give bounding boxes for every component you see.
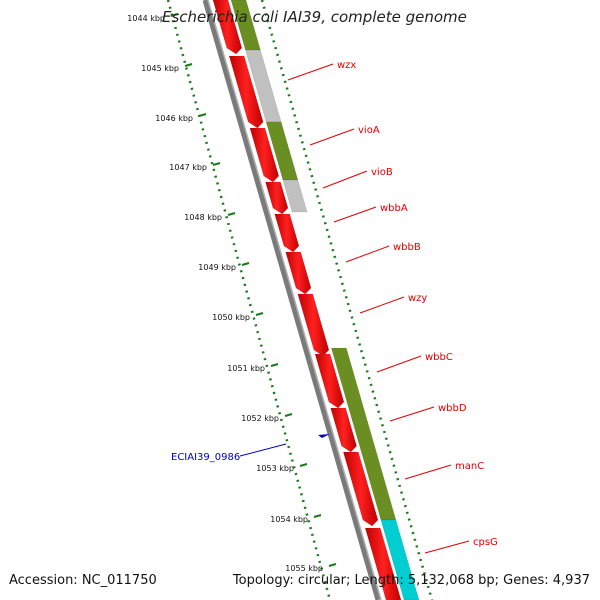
gene-leader-line (404, 464, 452, 480)
gene-label: wzx (337, 60, 356, 71)
ruler-tick-label: 1052 kbp (241, 414, 279, 423)
ruler-tick (184, 63, 193, 67)
cds-arrow (285, 251, 312, 295)
outer-feature-block (380, 519, 420, 600)
ruler-tick-label: 1053 kbp (256, 464, 294, 473)
ruler-tick (328, 563, 337, 567)
cds-arrow (265, 181, 289, 215)
ruler-tick-label: 1047 kbp (169, 163, 207, 172)
locus-leader-line (239, 443, 287, 457)
ruler-tick-label: 1054 kbp (270, 515, 308, 524)
gene-leader-line (287, 63, 334, 81)
backbone-line (202, 0, 381, 600)
ruler-tick-label: 1044 kbp (127, 14, 165, 23)
gene-leader-line (345, 245, 390, 263)
cds-arrow (274, 213, 300, 253)
ruler-tick-label: 1050 kbp (212, 313, 250, 322)
cds-arrow (249, 127, 280, 183)
ruler-tick (270, 363, 279, 367)
gene-leader-line (333, 206, 377, 223)
gene-leader-line (376, 355, 422, 373)
gene-leader-line (322, 170, 368, 189)
ruler-outer-line (260, 0, 434, 600)
gene-label: wbbC (425, 352, 453, 363)
ruler-tick (227, 212, 236, 216)
ruler-tick-label: 1049 kbp (198, 263, 236, 272)
gene-label: wbbD (438, 403, 467, 414)
feature-track (212, 0, 420, 600)
ruler-tick-label: 1048 kbp (184, 213, 222, 222)
cds-arrow (228, 55, 264, 129)
ruler-tick (212, 162, 221, 166)
ruler-tick (241, 262, 250, 266)
cds-arrow (297, 293, 330, 357)
genome-title: Escherichia coli IAI39, complete genome (162, 8, 467, 26)
ruler-tick-label: 1055 kbp (285, 564, 323, 573)
gene-label: cpsG (473, 537, 498, 548)
ruler-tick-label: 1045 kbp (141, 64, 179, 73)
outer-feature-block (282, 179, 308, 213)
cds-arrow (364, 527, 402, 600)
backbone-group (202, 0, 382, 600)
accession-text: Accession: NC_011750 (9, 573, 157, 588)
gene-leader-line (309, 128, 355, 146)
ruler-tick-label: 1051 kbp (227, 364, 265, 373)
gene-label: vioA (358, 125, 380, 136)
ruler-tick (255, 312, 264, 316)
cds-arrow (342, 451, 379, 527)
gene-label: manC (455, 461, 484, 472)
ruler-tick (284, 413, 293, 417)
locus-marker: ECIAI39_0986 (171, 434, 330, 463)
gene-labels: wzx vioA vioB wbbA wbbB wzy wbbC wbbD manC cpsG (287, 60, 498, 554)
cds-arrow (314, 353, 345, 409)
ruler-tick (198, 113, 207, 117)
ruler-tick (299, 463, 308, 467)
gene-label: vioB (371, 167, 393, 178)
backbone-highlight (207, 0, 382, 600)
ruler-tick (170, 13, 179, 17)
ruler-outer (260, 0, 434, 600)
gene-leader-line (424, 540, 470, 554)
gene-label: wbbB (393, 242, 421, 253)
genome-summary-text: Topology: circular; Length: 5,132,068 bp… (232, 573, 590, 588)
ruler-inner: 1044 kbp 1045 kbp 1046 kbp 1047 kbp 1048 kbp… (127, 0, 337, 600)
locus-label: ECIAI39_0986 (171, 452, 240, 463)
ruler-tick-label: 1046 kbp (155, 114, 193, 123)
locus-arrow-icon (318, 434, 330, 438)
gene-leader-line (359, 296, 405, 314)
gene-label: wbbA (380, 203, 408, 214)
ruler-tick (313, 514, 322, 518)
gene-label: wzy (408, 293, 427, 304)
gene-leader-line (389, 406, 435, 422)
cds-arrow (330, 407, 357, 453)
cds-arrow (212, 0, 243, 55)
